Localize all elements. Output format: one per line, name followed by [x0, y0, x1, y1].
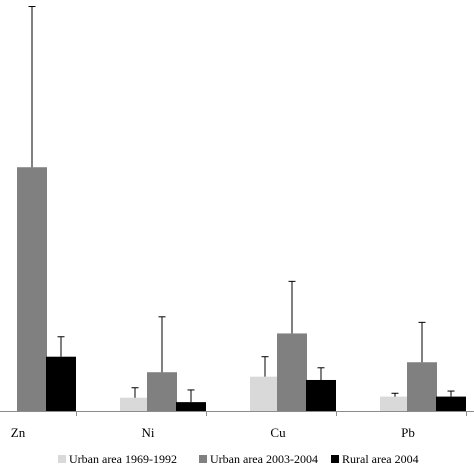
legend-item-3: Rural area 2004 [331, 452, 419, 466]
legend-label: Urban area 2003-2004 [210, 452, 318, 466]
legend-swatch [58, 455, 66, 463]
error-bar-cu-series-3 [317, 367, 325, 380]
legend: Urban area 1969-1992 Urban area 2003-2004… [58, 452, 419, 466]
bar-zn-series-2 [17, 167, 47, 411]
x-tick-label-pb: Pb [401, 425, 415, 440]
legend-swatch [199, 455, 207, 463]
x-axis-ticks [76, 411, 467, 416]
error-bars-layer [28, 6, 455, 403]
bar-pb-series-2 [407, 362, 437, 411]
legend-item-1: Urban area 1969-1992 [58, 452, 177, 466]
error-bar-ni-series-3 [187, 389, 195, 403]
bars-layer [17, 167, 466, 411]
x-tick-label-zn: Zn [11, 425, 26, 440]
bar-pb-series-3 [436, 396, 466, 411]
error-bar-ni-series-1 [131, 387, 139, 398]
x-tick-label-cu: Cu [270, 425, 286, 440]
error-bar-zn-series-2 [28, 6, 36, 168]
x-tick-labels: Zn Ni Cu Pb [11, 425, 415, 440]
bar-ni-series-2 [147, 372, 177, 411]
bar-ni-series-3 [176, 402, 206, 411]
bar-zn-series-3 [46, 356, 76, 411]
error-bar-pb-series-1 [391, 392, 399, 397]
bar-cu-series-3 [306, 379, 336, 411]
error-bar-zn-series-3 [57, 336, 65, 357]
x-tick-label-ni: Ni [142, 425, 155, 440]
bar-cu-series-1 [250, 376, 280, 411]
bar-cu-series-2 [277, 333, 307, 411]
legend-label: Rural area 2004 [342, 452, 419, 466]
bar-pb-series-1 [380, 396, 410, 411]
bar-ni-series-1 [120, 397, 150, 411]
error-bar-pb-series-3 [447, 390, 455, 397]
legend-label: Urban area 1969-1992 [69, 452, 177, 466]
error-bar-pb-series-2 [418, 321, 426, 363]
error-bar-ni-series-2 [158, 316, 166, 373]
error-bar-cu-series-1 [261, 356, 269, 377]
legend-item-2: Urban area 2003-2004 [199, 452, 318, 466]
error-bar-cu-series-2 [288, 280, 296, 334]
legend-swatch [331, 455, 339, 463]
